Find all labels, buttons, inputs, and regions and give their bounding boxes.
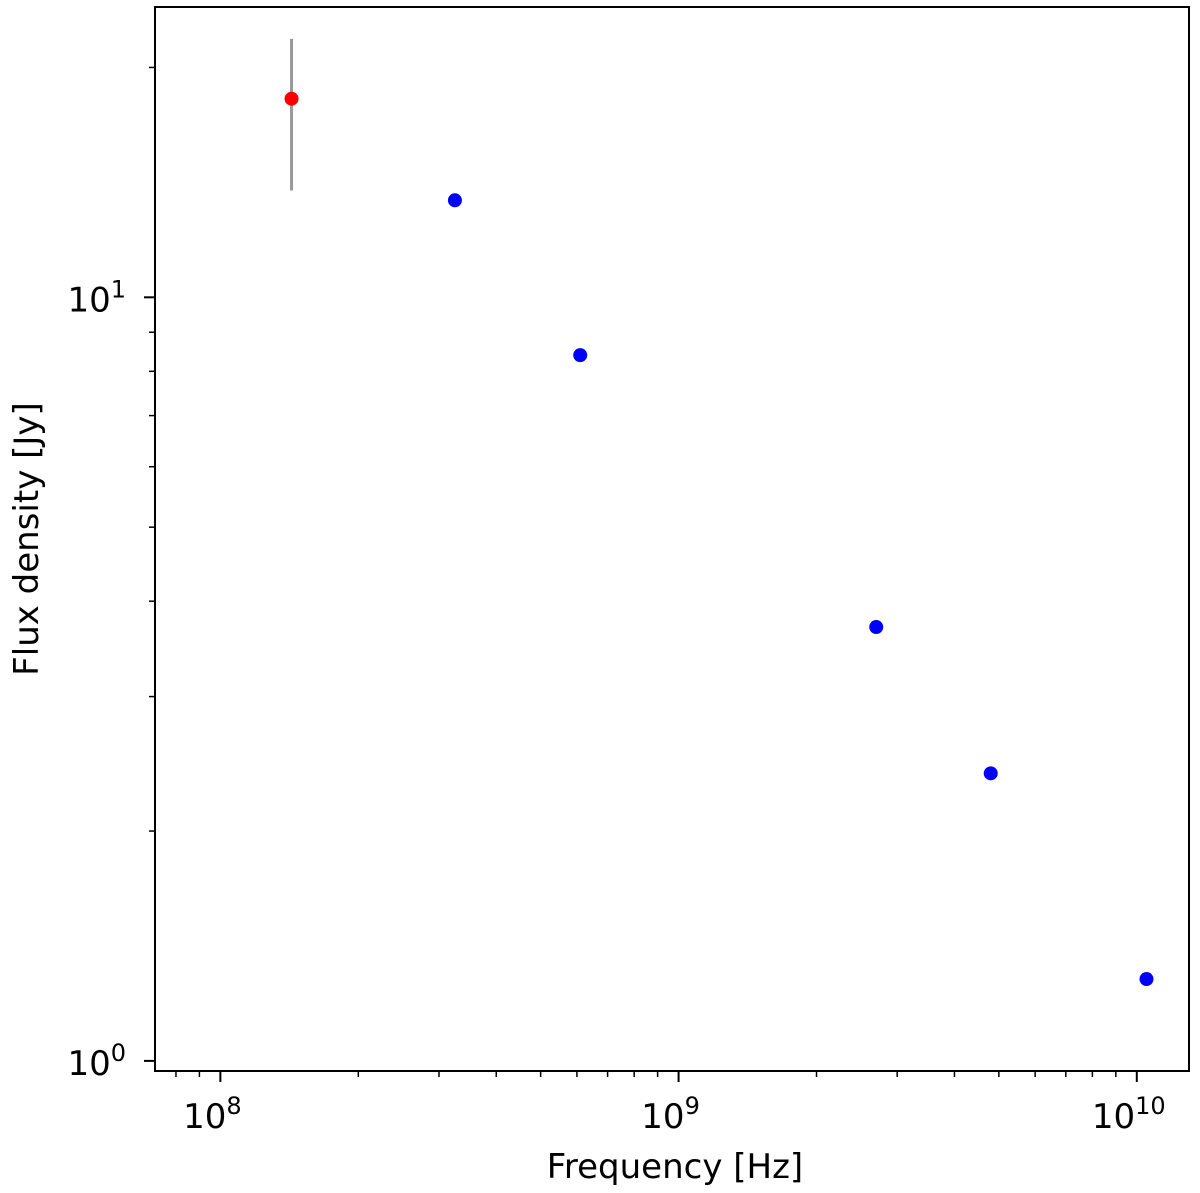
data-point <box>284 91 299 106</box>
data-point <box>573 348 588 363</box>
data-point <box>869 620 884 635</box>
plot-area <box>154 6 1190 1072</box>
x-tick-label: 108 <box>183 1092 242 1137</box>
data-point <box>1139 972 1154 987</box>
data-point <box>447 193 462 208</box>
x-tick-label: 1010 <box>1092 1092 1166 1137</box>
y-axis-title: Flux density [Jy] <box>7 402 47 676</box>
data-point <box>983 766 998 781</box>
data-points <box>284 91 1154 987</box>
x-tick-label: 109 <box>641 1092 700 1137</box>
major-ticks <box>144 296 1138 1082</box>
minor-ticks <box>149 66 1117 1077</box>
tick-labels: 108 109 1010 100 101 <box>67 275 1165 1137</box>
x-axis-title: Frequency [Hz] <box>547 1147 803 1187</box>
y-tick-label: 101 <box>67 275 126 320</box>
y-tick-label: 100 <box>67 1039 126 1084</box>
